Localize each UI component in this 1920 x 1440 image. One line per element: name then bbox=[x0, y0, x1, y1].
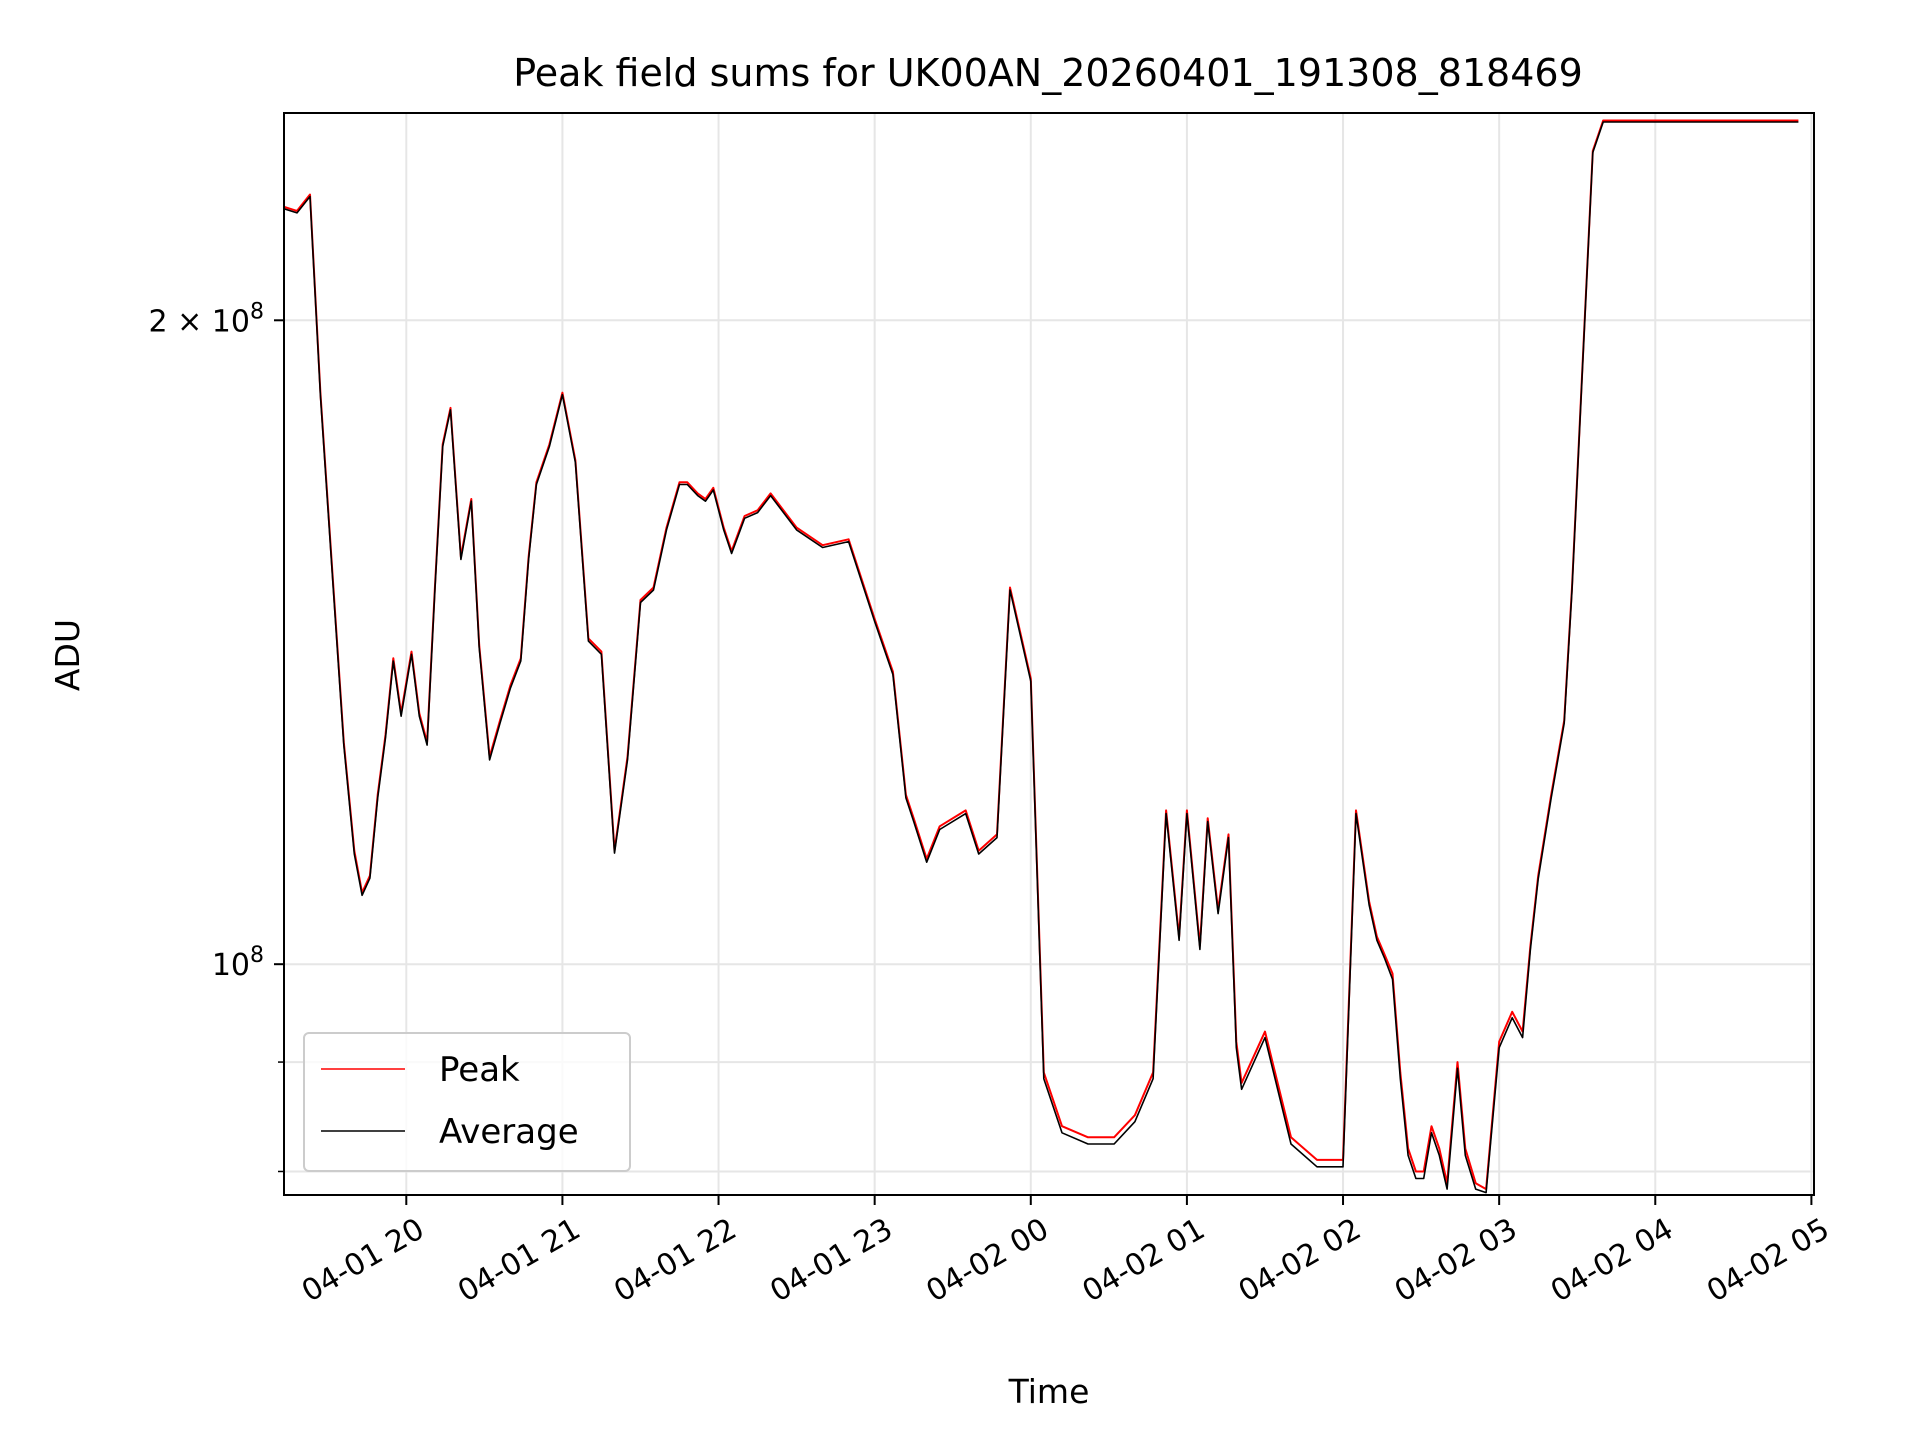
y-tick-label: 2 × 108 bbox=[149, 299, 264, 339]
chart-title: Peak field sums for UK00AN_20260401_1913… bbox=[513, 51, 1583, 95]
legend-box bbox=[303, 1032, 631, 1172]
legend: Peak Average bbox=[303, 1032, 631, 1172]
grid bbox=[284, 113, 1814, 1195]
series-layer bbox=[284, 119, 1799, 1194]
series-line-average bbox=[284, 121, 1799, 1194]
legend-label-average: Average bbox=[439, 1112, 579, 1152]
x-axis-label: Time bbox=[1008, 1372, 1090, 1411]
plot-area-frame bbox=[283, 112, 1815, 1196]
legend-label-peak: Peak bbox=[439, 1050, 520, 1090]
y-axis-label: ADU bbox=[48, 619, 87, 691]
